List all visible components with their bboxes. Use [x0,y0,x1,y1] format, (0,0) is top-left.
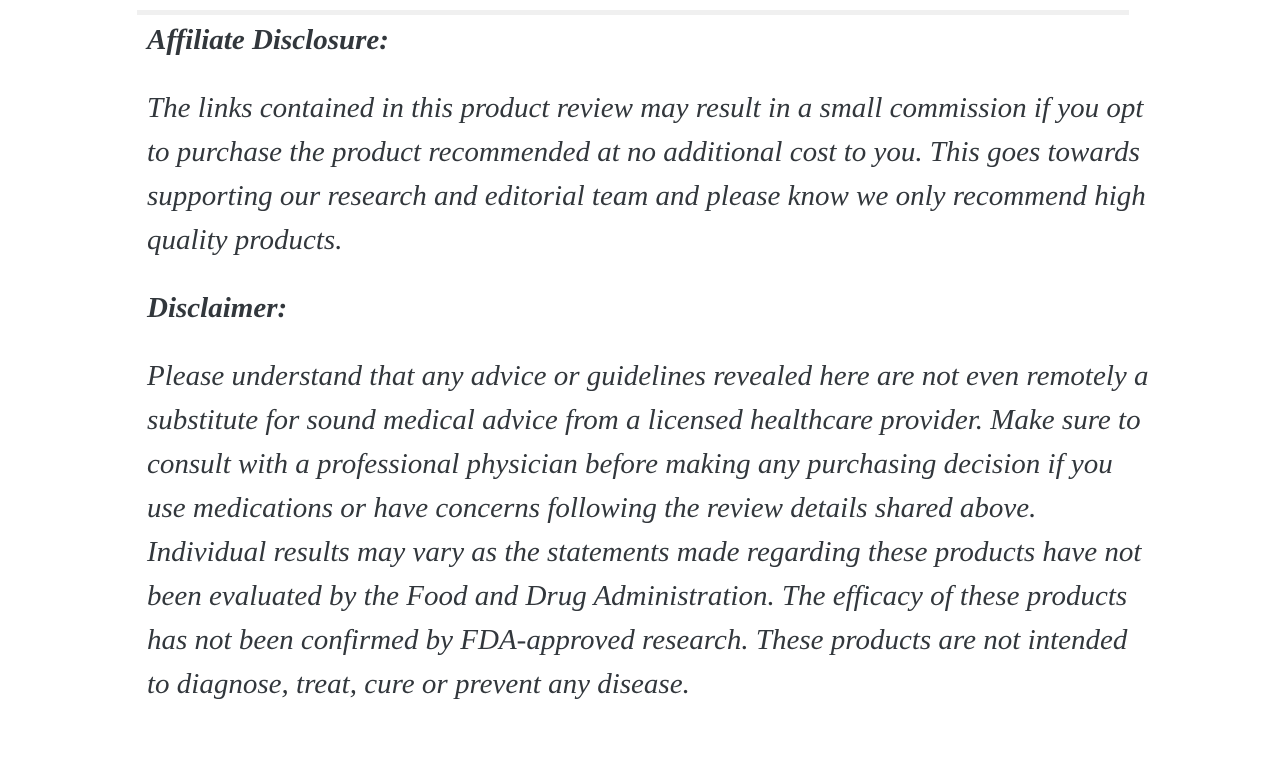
affiliate-disclosure-heading: Affiliate Disclosure: [147,24,389,56]
disclaimer-heading: Disclaimer: [147,292,288,324]
divider [137,10,1129,15]
disclaimer-text: Please understand that any advice or gui… [147,360,1149,700]
affiliate-disclosure-text: The links contained in this product revi… [147,92,1146,256]
article-content: Affiliate Disclosure: The links containe… [147,0,1153,706]
